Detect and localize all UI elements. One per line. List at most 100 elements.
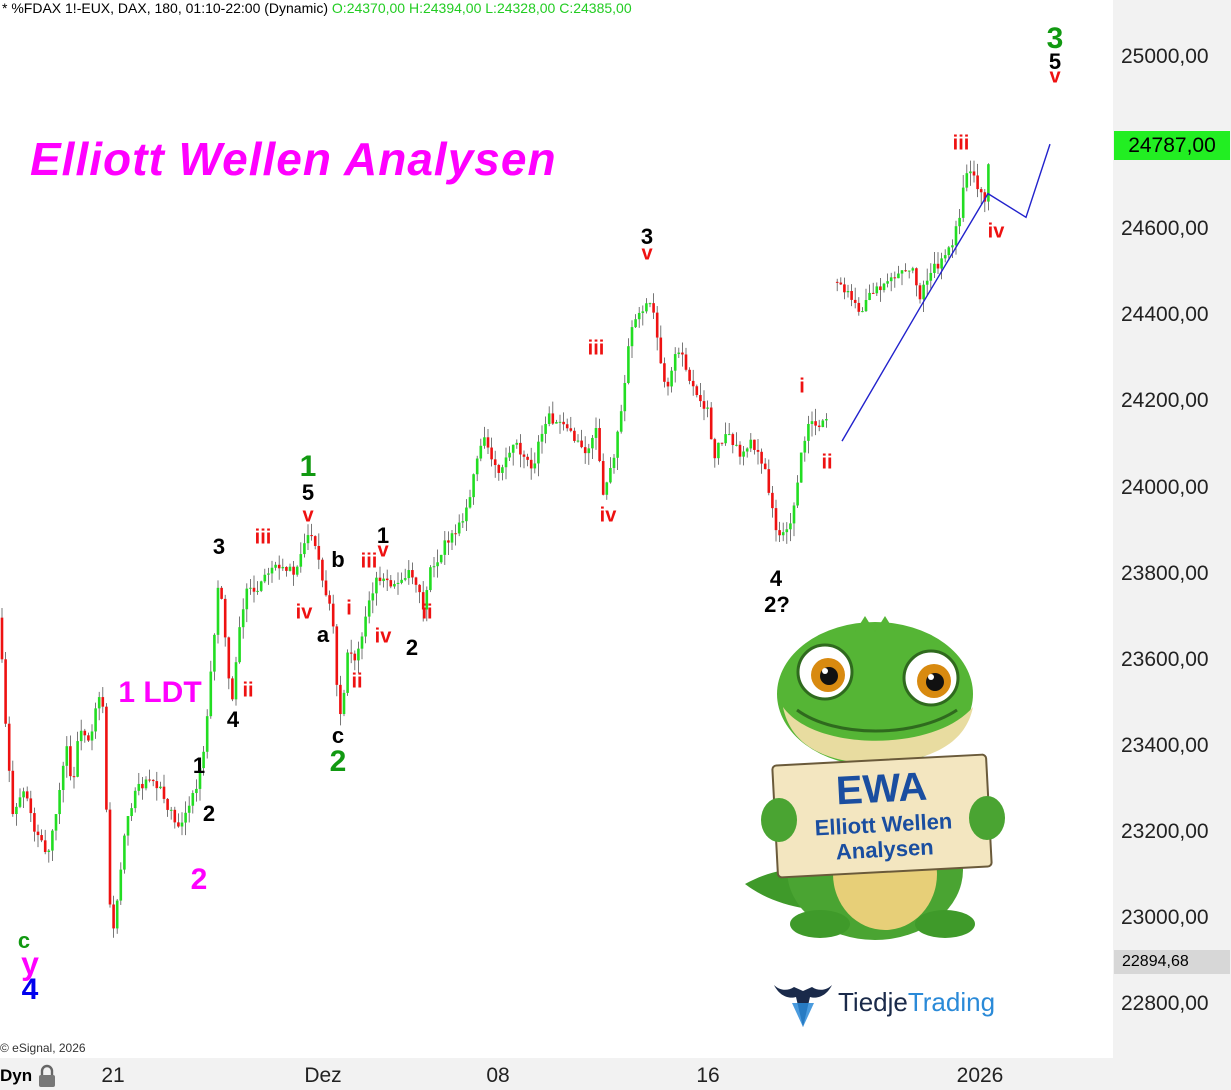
chart-title: Elliott Wellen Analysen — [30, 133, 557, 185]
candle-down — [562, 421, 565, 425]
candle-up — [475, 458, 479, 475]
dynamic-mode-label[interactable]: Dyn — [0, 1066, 33, 1085]
candle-down — [177, 822, 180, 827]
candle-up — [547, 413, 551, 424]
y-tick-label: 23400,00 — [1121, 733, 1209, 757]
candle-down — [313, 536, 317, 546]
candle-up — [274, 564, 277, 568]
candle-up — [159, 786, 162, 789]
wave-label: v — [302, 504, 314, 527]
candlestick-chart[interactable] — [0, 0, 1113, 1058]
candle-up — [263, 574, 267, 582]
candle-up — [180, 822, 184, 827]
candle-up — [457, 522, 461, 534]
candle-up — [295, 566, 299, 575]
wave-label: a — [316, 621, 330, 647]
candle-down — [695, 386, 699, 396]
candle-down — [105, 706, 108, 810]
candle-down — [155, 781, 159, 789]
candle-up — [925, 280, 929, 285]
price-axis[interactable] — [1113, 0, 1231, 1058]
candle-down — [731, 434, 735, 446]
candle-down — [522, 454, 526, 457]
x-tick-label: 21 — [101, 1064, 125, 1087]
candle-down — [490, 447, 493, 460]
low-marker-badge: 22894,68 — [1114, 950, 1230, 974]
candle-up — [130, 808, 133, 817]
y-tick-label: 23600,00 — [1121, 647, 1209, 671]
brand-part1: Tiedje — [838, 987, 908, 1017]
wave-label: 2? — [764, 591, 790, 617]
candle-down — [778, 530, 781, 536]
candle-up — [216, 587, 220, 635]
candle-down — [285, 566, 288, 571]
wave-label: b — [331, 546, 345, 572]
candle-down — [277, 564, 281, 569]
wave-label: ii — [821, 451, 833, 474]
candle-down — [529, 459, 533, 469]
candle-up — [594, 428, 598, 438]
candle-down — [753, 439, 756, 450]
candle-up — [360, 636, 364, 649]
candle-down — [519, 442, 522, 455]
candle-down — [349, 652, 353, 654]
candle-down — [853, 299, 857, 303]
last-price-badge: 24787,00 — [1114, 131, 1230, 160]
wave-label: ii — [351, 670, 363, 693]
candle-down — [33, 813, 36, 832]
candle-up — [479, 445, 483, 459]
candle-up — [911, 268, 915, 271]
candle-up — [558, 421, 562, 423]
candle-down — [36, 831, 40, 836]
wave-label: 3 — [640, 223, 654, 249]
x-tick-label: 08 — [486, 1064, 510, 1087]
candle-up — [123, 835, 126, 870]
candle-up — [958, 217, 961, 227]
candle-down — [767, 469, 771, 493]
candle-up — [371, 593, 375, 601]
candle-down — [843, 284, 846, 293]
wave-label: 4 — [226, 707, 240, 733]
candle-up — [803, 440, 807, 453]
lock-icon[interactable] — [36, 1064, 58, 1088]
candle-down — [583, 447, 587, 454]
candle-up — [861, 311, 864, 313]
candle-up — [576, 440, 580, 442]
wave-label: ii — [242, 679, 254, 702]
candle-up — [144, 779, 148, 789]
candle-down — [321, 559, 324, 581]
time-axis[interactable] — [0, 1058, 1231, 1090]
candle-up — [889, 277, 893, 282]
candle-up — [673, 354, 677, 371]
candle-down — [151, 779, 155, 782]
candle-down — [493, 459, 497, 466]
candle-up — [807, 423, 810, 441]
y-tick-label: 25000,00 — [1121, 45, 1209, 68]
candle-down — [414, 577, 418, 585]
wave-label: iii — [360, 550, 378, 573]
copyright-text: © eSignal, 2026 — [0, 1041, 86, 1055]
candle-up — [515, 442, 519, 445]
candle-down — [353, 653, 357, 661]
brand-name: TiedjeTrading — [838, 987, 995, 1018]
candle-up — [407, 570, 411, 579]
candle-up — [281, 566, 285, 569]
candle-up — [785, 529, 789, 533]
candle-up — [637, 312, 641, 320]
candle-up — [897, 273, 900, 279]
candle-up — [94, 708, 97, 732]
wave-label: v — [377, 539, 389, 562]
wave-label: 3 — [1046, 21, 1064, 55]
candle-up — [537, 441, 540, 464]
candle-down — [756, 449, 760, 452]
candle-up — [198, 768, 202, 789]
candle-up — [299, 554, 303, 567]
candle-up — [76, 741, 79, 777]
bull-logo-icon — [774, 985, 832, 1027]
wave-label: 5 — [301, 479, 315, 505]
candle-down — [684, 354, 688, 370]
candle-up — [465, 507, 468, 522]
crocodile-mascot-icon: EWA Elliott Wellen Analysen — [745, 616, 1005, 940]
candle-up — [987, 164, 990, 202]
candle-up — [184, 812, 187, 823]
